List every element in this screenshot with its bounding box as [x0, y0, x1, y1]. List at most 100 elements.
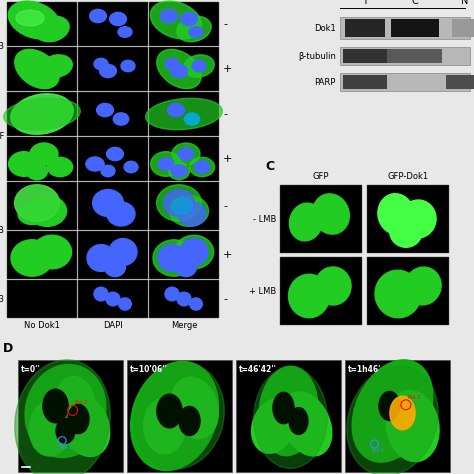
Ellipse shape [273, 392, 294, 424]
Ellipse shape [254, 368, 327, 468]
Ellipse shape [190, 157, 215, 177]
Ellipse shape [18, 203, 46, 225]
Bar [340, 47, 470, 65]
Bar [391, 19, 439, 37]
Ellipse shape [400, 200, 436, 238]
Ellipse shape [29, 400, 72, 456]
Ellipse shape [47, 157, 73, 177]
Bar [345, 360, 450, 472]
Text: -: - [223, 201, 227, 211]
Ellipse shape [259, 366, 318, 456]
Ellipse shape [405, 267, 441, 305]
Ellipse shape [168, 162, 190, 180]
Text: PARP: PARP [315, 78, 336, 86]
Ellipse shape [171, 377, 218, 439]
Bar [367, 185, 449, 253]
Text: MEF: MEF [0, 132, 4, 141]
Ellipse shape [97, 103, 113, 117]
Text: - LMB: - LMB [253, 215, 276, 224]
Text: Dok1: Dok1 [314, 24, 336, 33]
Bar [236, 360, 341, 472]
Text: NIH3T3: NIH3T3 [0, 294, 4, 303]
Text: + LMB: + LMB [249, 286, 276, 295]
Ellipse shape [104, 257, 126, 277]
Ellipse shape [378, 194, 414, 234]
Ellipse shape [15, 185, 59, 221]
Bar [78, 182, 148, 230]
Bar [78, 92, 148, 136]
Bar [388, 49, 443, 63]
Ellipse shape [181, 12, 197, 26]
Text: -: - [223, 294, 227, 304]
Ellipse shape [15, 49, 59, 89]
Text: Roi 1: Roi 1 [373, 448, 384, 453]
Ellipse shape [379, 392, 400, 420]
Ellipse shape [375, 270, 421, 318]
Ellipse shape [27, 196, 67, 227]
Text: T: T [362, 0, 368, 6]
Text: NIH3T3: NIH3T3 [0, 42, 4, 51]
Ellipse shape [252, 399, 295, 453]
Ellipse shape [169, 196, 209, 227]
Bar [149, 92, 219, 136]
Ellipse shape [289, 274, 329, 318]
Bar [149, 47, 219, 91]
Text: +: + [223, 250, 232, 260]
Text: t=0'': t=0'' [21, 365, 41, 374]
Bar [78, 137, 148, 181]
Ellipse shape [290, 203, 323, 241]
Ellipse shape [157, 394, 182, 428]
Bar [340, 73, 470, 91]
Ellipse shape [386, 391, 439, 462]
Bar [340, 17, 470, 39]
Ellipse shape [347, 366, 438, 474]
Ellipse shape [184, 113, 200, 125]
Bar [343, 75, 387, 89]
Ellipse shape [56, 376, 95, 426]
Bar [280, 185, 362, 253]
Bar [343, 49, 387, 63]
Bar [7, 2, 77, 46]
Bar [367, 257, 449, 325]
Text: GFP-Dok1: GFP-Dok1 [387, 172, 428, 181]
Ellipse shape [194, 161, 210, 173]
Ellipse shape [101, 165, 115, 177]
Ellipse shape [27, 162, 47, 180]
Ellipse shape [131, 362, 219, 471]
Ellipse shape [158, 158, 173, 170]
Ellipse shape [11, 240, 53, 276]
Ellipse shape [107, 202, 135, 226]
Ellipse shape [86, 157, 104, 171]
Ellipse shape [168, 103, 184, 117]
Bar [149, 231, 219, 279]
Ellipse shape [135, 363, 224, 469]
Text: C: C [411, 0, 419, 6]
Text: -: - [223, 19, 227, 29]
Ellipse shape [180, 238, 208, 265]
Text: N: N [461, 0, 469, 6]
Ellipse shape [118, 27, 132, 37]
Ellipse shape [171, 165, 187, 177]
Ellipse shape [352, 360, 433, 462]
Ellipse shape [8, 1, 60, 39]
Ellipse shape [172, 143, 200, 165]
Text: +: + [223, 64, 232, 74]
Bar [149, 2, 219, 46]
Ellipse shape [156, 185, 201, 221]
Text: Merge: Merge [171, 321, 197, 330]
Ellipse shape [174, 235, 214, 269]
Ellipse shape [35, 16, 69, 42]
Bar [7, 231, 77, 279]
Ellipse shape [178, 202, 206, 226]
Ellipse shape [107, 147, 123, 161]
Ellipse shape [32, 235, 72, 269]
Text: C: C [265, 160, 274, 173]
Ellipse shape [16, 10, 44, 26]
Bar [149, 280, 219, 318]
Text: +: + [223, 154, 232, 164]
Text: BJAB: BJAB [0, 226, 4, 235]
Ellipse shape [109, 12, 127, 26]
Ellipse shape [121, 60, 135, 72]
Ellipse shape [61, 395, 109, 456]
Ellipse shape [68, 404, 89, 434]
